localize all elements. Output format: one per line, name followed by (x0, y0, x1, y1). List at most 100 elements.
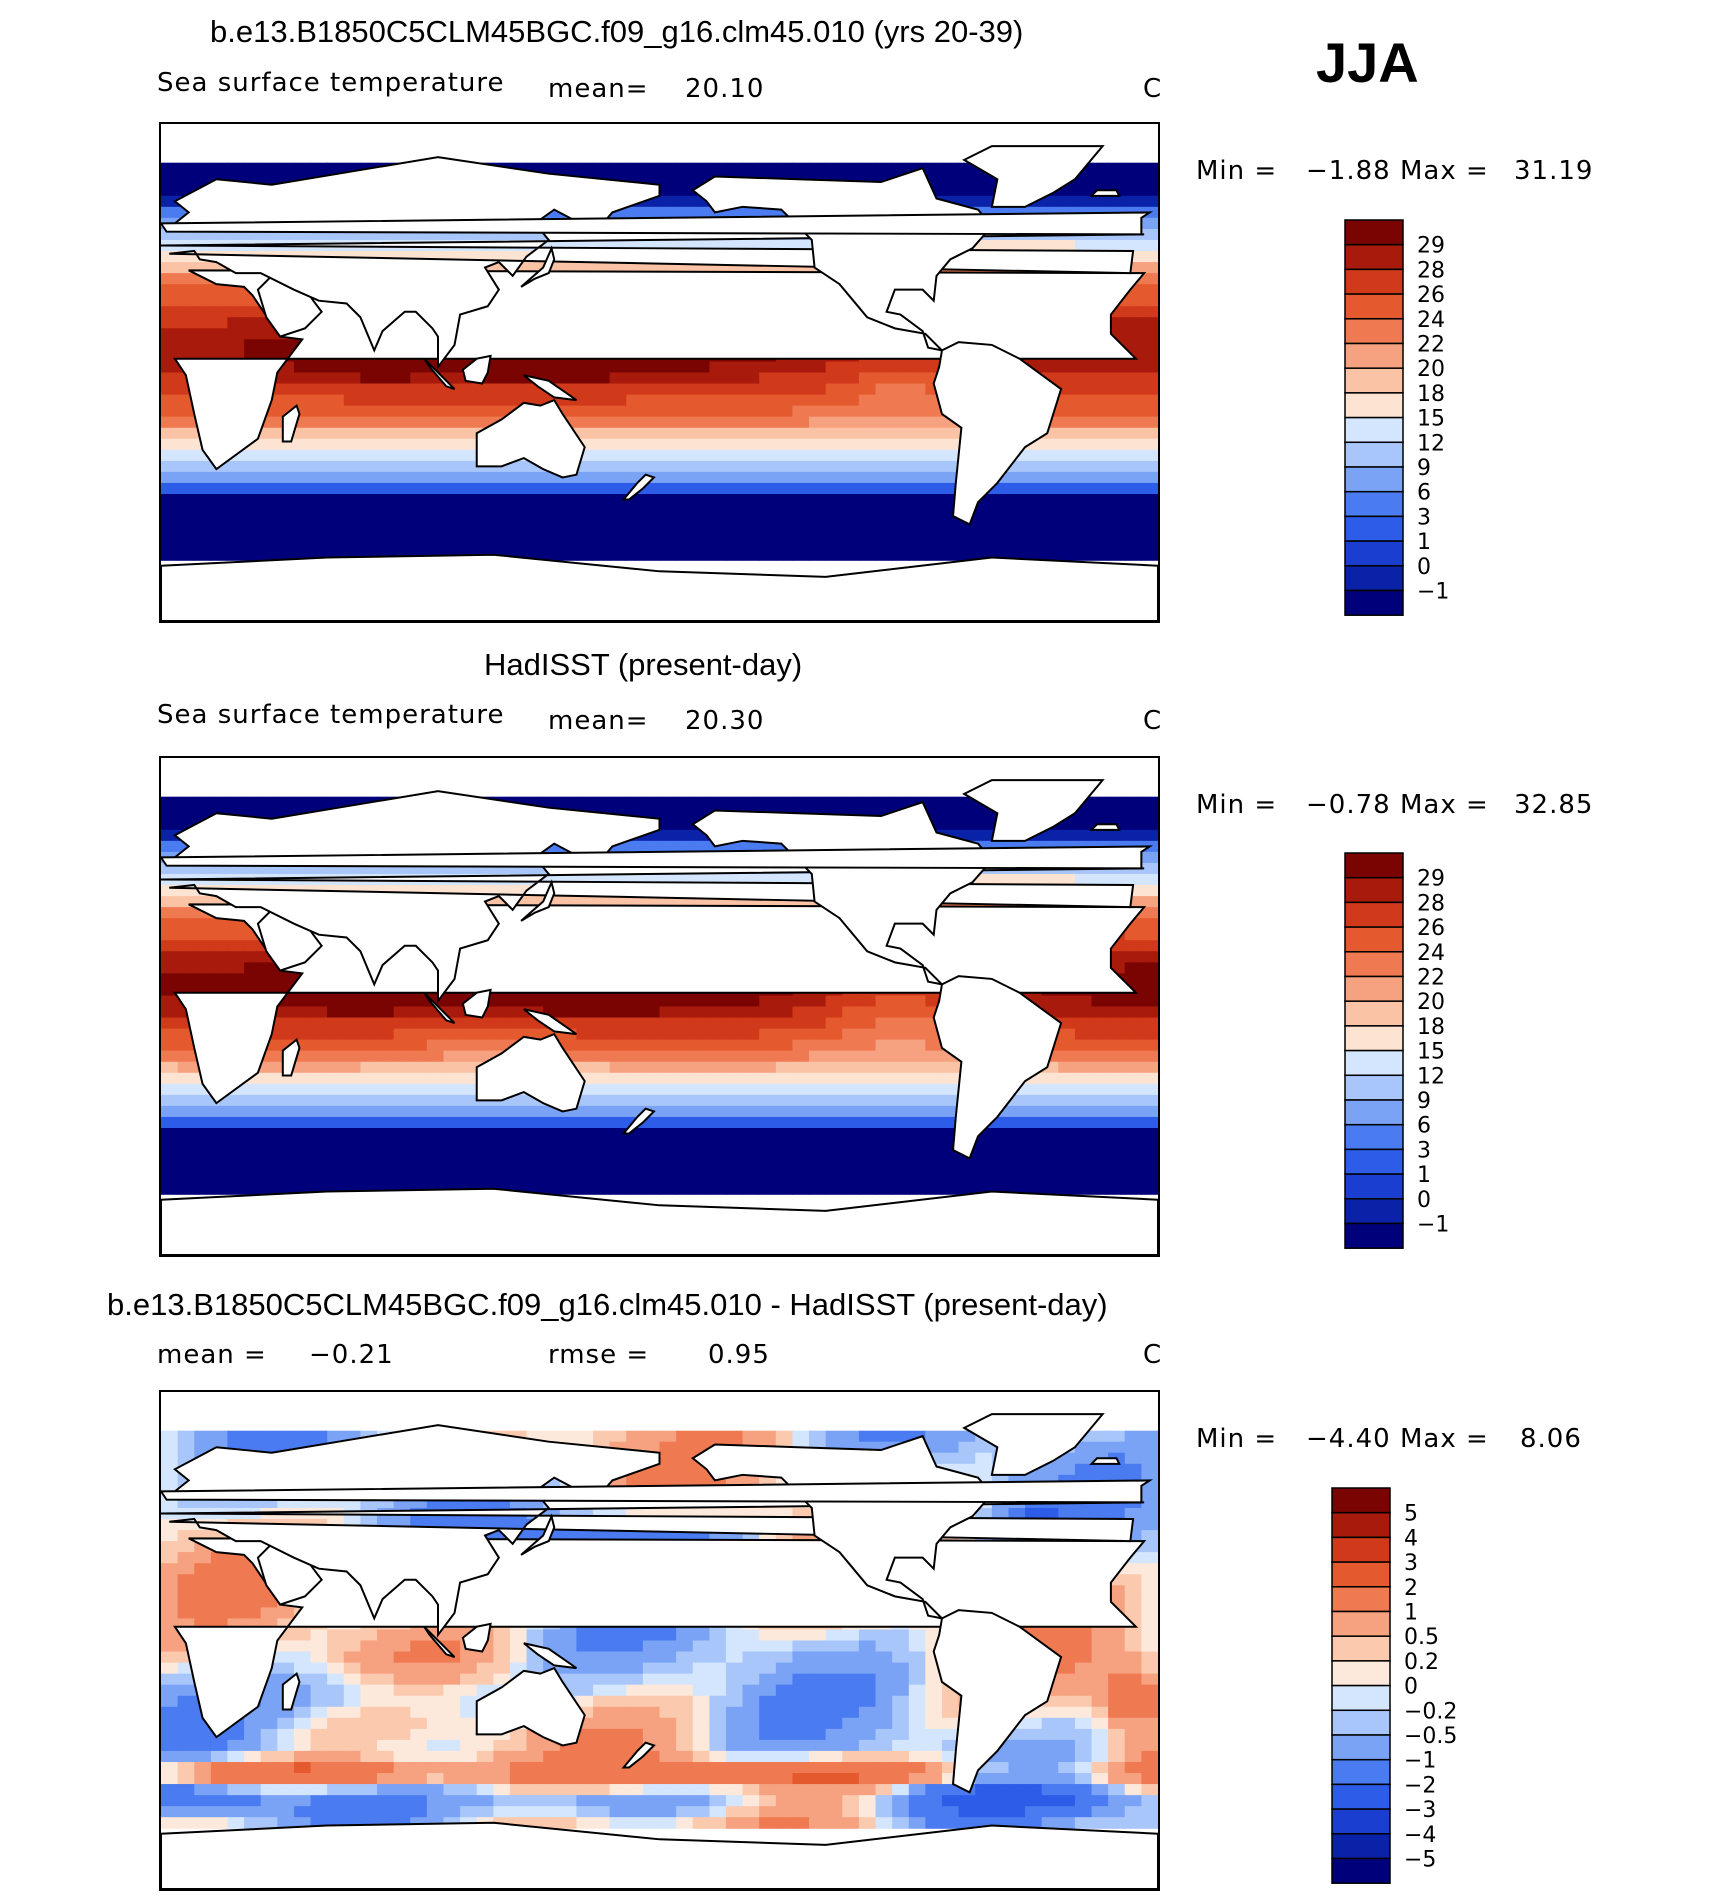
field-cell (659, 361, 677, 374)
field-cell (676, 372, 694, 385)
field-cell (1108, 173, 1126, 186)
colorbar-tick-label: 28 (1417, 258, 1445, 283)
field-cell (892, 1183, 910, 1195)
field-cell (593, 1150, 611, 1162)
field-cell (975, 527, 993, 539)
field-cell (476, 471, 494, 484)
field-cell (692, 206, 710, 219)
field-cell (260, 1050, 278, 1063)
field-cell (576, 1116, 594, 1129)
field-cell (460, 494, 478, 506)
field-cell (842, 1017, 860, 1030)
field-cell (1091, 405, 1109, 418)
field-cell (858, 494, 877, 506)
field-cell (177, 940, 195, 952)
field-cell (925, 1039, 943, 1052)
field-cell (809, 494, 827, 506)
field-cell (393, 361, 411, 374)
field-cell (327, 1430, 345, 1443)
field-cell (759, 1116, 777, 1129)
field-cell (925, 527, 943, 539)
field-cell (659, 427, 677, 440)
field-cell (526, 162, 544, 175)
field-cell (842, 1183, 860, 1195)
field-cell (709, 449, 727, 462)
field-cell (908, 516, 927, 528)
field-cell (509, 516, 528, 528)
field-cell (659, 896, 677, 908)
field-cell (293, 516, 312, 528)
field-cell (426, 1172, 445, 1184)
field-cell (875, 549, 893, 561)
panel1-units: C (1143, 74, 1163, 104)
field-cell (310, 1072, 328, 1085)
field-cell (975, 1507, 993, 1520)
field-cell (725, 1017, 744, 1030)
field-cell (775, 1116, 794, 1129)
field-cell (210, 262, 229, 274)
field-cell (759, 394, 777, 407)
field-cell (210, 284, 229, 296)
panel1-max-label: Max = (1400, 156, 1489, 186)
field-cell (991, 494, 1010, 506)
field-cell (194, 1094, 212, 1107)
field-cell (609, 1094, 627, 1107)
panel1-variable-label: Sea surface temperature (157, 68, 505, 98)
field-cell (775, 482, 794, 495)
field-cell (858, 1139, 877, 1151)
field-cell (1025, 873, 1043, 886)
field-cell (543, 527, 561, 539)
field-cell (775, 383, 794, 396)
colorbar-swatch (1344, 1099, 1404, 1126)
field-cell (775, 460, 794, 473)
field-cell (393, 538, 411, 550)
field-cell (759, 527, 777, 539)
field-cell (1074, 538, 1093, 550)
field-cell (1041, 1072, 1059, 1085)
field-cell (277, 173, 295, 186)
field-cell (293, 538, 312, 550)
colorbar-tick-label: 24 (1417, 941, 1445, 966)
field-cell (293, 1028, 312, 1041)
field-cell (1074, 1139, 1093, 1151)
field-cell (593, 262, 611, 274)
field-cell (609, 1430, 627, 1443)
field-cell (941, 818, 960, 831)
field-cell (509, 1105, 528, 1118)
field-cell (244, 460, 262, 473)
field-cell (991, 527, 1010, 539)
field-cell (1058, 1172, 1076, 1184)
field-cell (543, 361, 561, 374)
field-cell (908, 372, 927, 385)
field-cell (892, 1139, 910, 1151)
field-cell (526, 1128, 544, 1140)
field-cell (177, 383, 195, 396)
field-cell (958, 818, 976, 831)
field-cell (792, 896, 810, 908)
field-cell (692, 1474, 710, 1487)
field-cell (576, 1039, 594, 1052)
field-cell (161, 1430, 179, 1443)
field-cell (626, 239, 644, 252)
field-cell (509, 1128, 528, 1140)
field-cell (642, 372, 661, 385)
field-cell (742, 394, 760, 407)
field-cell (244, 516, 262, 528)
field-cell (1008, 471, 1026, 484)
field-cell (426, 416, 445, 429)
field-cell (842, 416, 860, 429)
field-cell (941, 1150, 960, 1162)
field-cell (227, 1161, 245, 1173)
field-cell (377, 862, 395, 875)
field-cell (310, 538, 328, 550)
field-cell (426, 427, 445, 440)
field-cell (692, 427, 710, 440)
field-cell (526, 1094, 544, 1107)
field-cell (858, 1039, 877, 1052)
colorbar-swatch (1344, 243, 1404, 271)
field-cell (1041, 1139, 1059, 1151)
field-cell (277, 973, 295, 985)
field-cell (809, 438, 827, 451)
field-cell (293, 1072, 312, 1085)
field-cell (244, 951, 262, 963)
